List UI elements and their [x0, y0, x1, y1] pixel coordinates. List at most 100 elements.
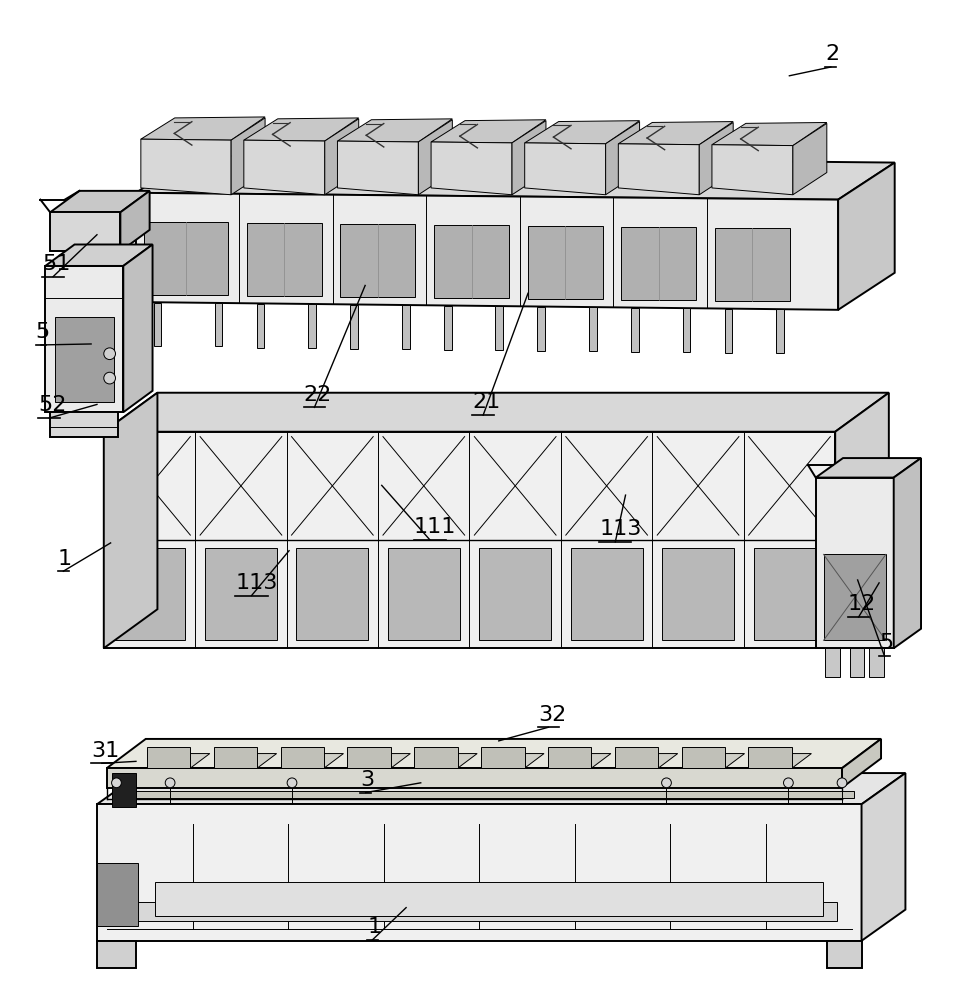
Polygon shape — [104, 393, 888, 432]
Polygon shape — [834, 393, 888, 648]
Text: 21: 21 — [472, 392, 500, 412]
Polygon shape — [605, 122, 639, 195]
Polygon shape — [246, 223, 321, 296]
Polygon shape — [231, 118, 265, 195]
Polygon shape — [147, 754, 209, 768]
Polygon shape — [213, 754, 276, 768]
Polygon shape — [893, 521, 920, 609]
Polygon shape — [144, 222, 228, 295]
Polygon shape — [711, 145, 792, 195]
Polygon shape — [615, 754, 677, 768]
Polygon shape — [347, 754, 410, 768]
Polygon shape — [724, 309, 732, 353]
Polygon shape — [617, 144, 699, 195]
Text: 1: 1 — [366, 917, 381, 937]
Polygon shape — [147, 747, 191, 768]
Polygon shape — [711, 122, 826, 146]
Polygon shape — [827, 941, 861, 968]
Polygon shape — [527, 226, 602, 299]
Polygon shape — [479, 548, 551, 640]
Text: 31: 31 — [91, 741, 119, 761]
Polygon shape — [45, 266, 123, 412]
Polygon shape — [104, 393, 157, 648]
Polygon shape — [681, 754, 743, 768]
Circle shape — [287, 778, 297, 788]
Polygon shape — [155, 882, 822, 916]
Polygon shape — [495, 306, 503, 350]
Polygon shape — [431, 142, 512, 195]
Text: 113: 113 — [235, 573, 277, 593]
Polygon shape — [324, 119, 359, 195]
Text: 1: 1 — [58, 549, 72, 569]
Polygon shape — [280, 747, 323, 768]
Polygon shape — [136, 156, 894, 200]
Polygon shape — [661, 548, 734, 640]
Polygon shape — [214, 303, 222, 346]
Polygon shape — [213, 747, 257, 768]
Polygon shape — [97, 863, 138, 926]
Polygon shape — [141, 139, 231, 195]
Polygon shape — [153, 303, 161, 346]
Polygon shape — [431, 120, 545, 143]
Polygon shape — [617, 122, 733, 145]
Polygon shape — [55, 317, 113, 402]
Polygon shape — [815, 458, 920, 478]
Polygon shape — [699, 122, 733, 195]
Polygon shape — [347, 747, 391, 768]
Polygon shape — [630, 308, 638, 352]
Polygon shape — [104, 432, 834, 648]
Polygon shape — [434, 225, 509, 298]
Text: 111: 111 — [413, 517, 456, 537]
Polygon shape — [50, 191, 149, 212]
Polygon shape — [861, 773, 905, 941]
Text: 5: 5 — [35, 322, 50, 342]
Polygon shape — [547, 754, 611, 768]
Polygon shape — [243, 140, 324, 195]
Text: 5: 5 — [878, 633, 892, 653]
Polygon shape — [106, 768, 841, 788]
Polygon shape — [418, 120, 452, 195]
Polygon shape — [111, 773, 136, 807]
Polygon shape — [280, 754, 343, 768]
Polygon shape — [296, 548, 368, 640]
Text: 113: 113 — [599, 519, 641, 539]
Polygon shape — [308, 304, 316, 348]
Text: 22: 22 — [304, 385, 331, 405]
Circle shape — [111, 778, 121, 788]
Polygon shape — [815, 478, 893, 648]
Text: 12: 12 — [847, 594, 875, 614]
Polygon shape — [524, 121, 639, 144]
Text: 51: 51 — [42, 254, 70, 274]
Polygon shape — [615, 747, 658, 768]
Polygon shape — [792, 123, 826, 195]
Polygon shape — [123, 244, 152, 412]
Polygon shape — [136, 193, 837, 310]
Polygon shape — [97, 941, 136, 968]
Polygon shape — [126, 902, 836, 921]
Polygon shape — [337, 119, 452, 142]
Polygon shape — [869, 648, 883, 677]
Polygon shape — [402, 305, 409, 349]
Polygon shape — [776, 309, 784, 353]
Polygon shape — [243, 118, 359, 141]
Polygon shape — [414, 754, 477, 768]
Circle shape — [660, 778, 670, 788]
Polygon shape — [205, 548, 276, 640]
Circle shape — [783, 778, 792, 788]
Polygon shape — [898, 551, 920, 634]
Polygon shape — [481, 747, 524, 768]
Polygon shape — [113, 548, 186, 640]
Polygon shape — [849, 648, 864, 677]
Polygon shape — [45, 244, 152, 266]
Polygon shape — [682, 308, 690, 352]
Polygon shape — [620, 227, 696, 300]
Polygon shape — [893, 458, 920, 648]
Polygon shape — [841, 739, 880, 788]
Polygon shape — [571, 548, 642, 640]
Circle shape — [836, 778, 846, 788]
Polygon shape — [512, 121, 545, 195]
Polygon shape — [714, 228, 789, 301]
Polygon shape — [106, 739, 880, 768]
Polygon shape — [444, 306, 451, 350]
Text: 2: 2 — [825, 44, 838, 64]
